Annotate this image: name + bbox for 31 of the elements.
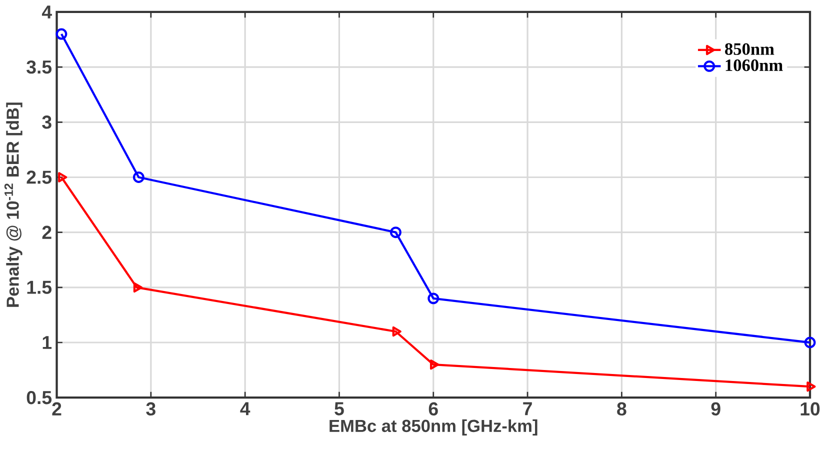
x-tick-label: 7 (523, 402, 532, 416)
x-tick-label: 10 (800, 402, 820, 416)
point (392, 326, 402, 337)
y-tick-label: 4 (42, 6, 52, 19)
x-tick-label: 5 (334, 402, 344, 416)
point (430, 360, 440, 370)
y-tick-label: 2 (42, 226, 52, 240)
x-axis-title: EMBc at 850nm [GHz-km] (330, 420, 538, 436)
y-axis-title: Penalty @ 10$^{-12}$ BER [dB] (4, 102, 22, 308)
point (806, 382, 816, 392)
legend-label: 850nm (725, 43, 774, 56)
point (58, 172, 68, 183)
point (428, 292, 440, 304)
y-tick-label: 3.5 (26, 60, 52, 74)
x-tick-label: 8 (617, 402, 626, 416)
legend-label: 1060nm (726, 60, 783, 72)
x-tick-label: 6 (428, 402, 438, 416)
point (132, 172, 144, 184)
y-tick-label: 2.5 (26, 170, 52, 184)
x-tick-label: 3 (146, 402, 156, 416)
y-tick-label: 1.5 (27, 281, 52, 294)
y-tick-label: 1 (42, 336, 52, 350)
point (804, 337, 816, 348)
x-tick-label: 4 (240, 402, 250, 416)
point (390, 226, 402, 238)
y-tick-label: 3 (42, 116, 52, 130)
point (56, 28, 68, 40)
x-tick-label: 9 (711, 402, 720, 416)
y-tick-label: 0.5 (26, 391, 52, 404)
x-tick-label: 2 (52, 402, 62, 416)
point (133, 282, 143, 293)
